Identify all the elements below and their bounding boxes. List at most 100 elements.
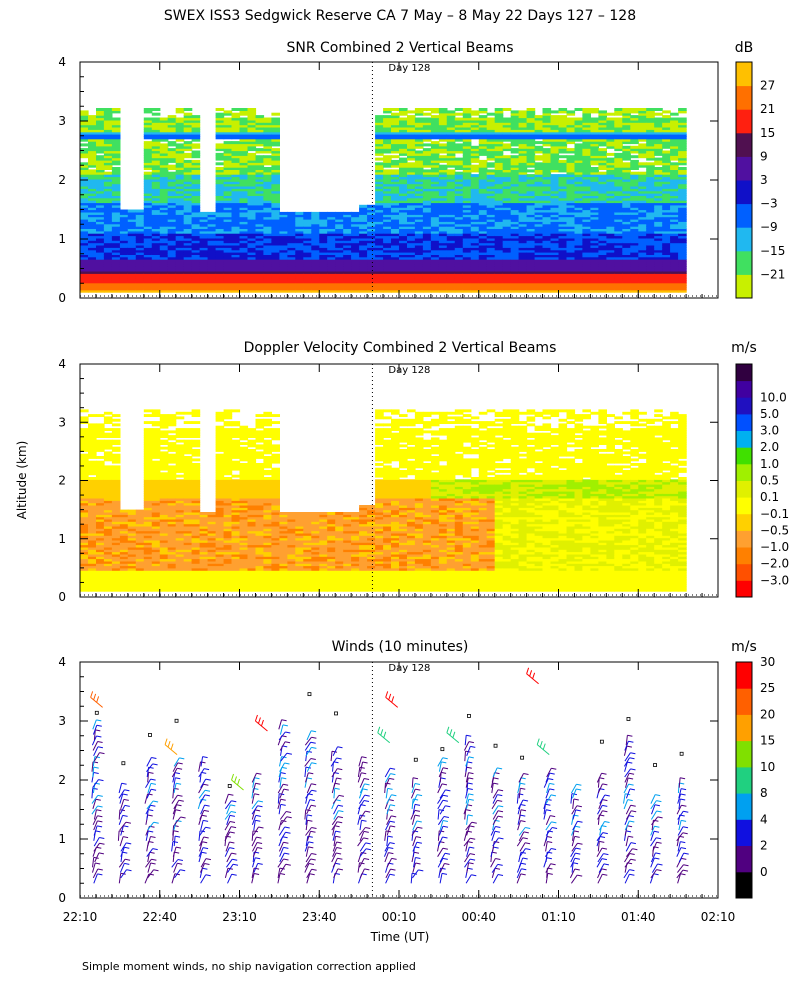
snr-cell [239, 193, 249, 196]
snr-cell [375, 221, 384, 225]
snr-cell [183, 148, 193, 152]
snr-cell [183, 143, 193, 147]
snr-cell [614, 126, 623, 130]
snr-cell [470, 280, 480, 284]
snr-cell [167, 171, 177, 175]
snr-cell [590, 259, 599, 263]
snr-cell [606, 152, 615, 156]
snr-cell [502, 247, 512, 251]
snr-cell [606, 261, 615, 265]
snr-cell [462, 200, 472, 204]
snr-cell [526, 115, 536, 119]
snr-cell [614, 228, 623, 232]
snr-cell [223, 162, 233, 166]
snr-cell [518, 200, 528, 204]
snr-cell [96, 211, 105, 215]
snr-cell [614, 211, 623, 215]
snr-cell [223, 141, 233, 145]
snr-cell [375, 143, 384, 147]
snr-cell [359, 221, 368, 225]
snr-cell [159, 134, 169, 137]
snr-cell [646, 287, 655, 291]
snr-cell [119, 237, 129, 241]
snr-cell [446, 261, 456, 265]
snr-cell [295, 230, 304, 234]
snr-cell [566, 233, 576, 237]
snr-cell [223, 197, 233, 201]
snr-cell [438, 247, 448, 251]
snr-cell [550, 143, 560, 147]
snr-cell [215, 287, 225, 291]
snr-cell [606, 171, 615, 175]
snr-cell [534, 195, 544, 199]
snr-cell [391, 223, 400, 227]
snr-cell [88, 209, 97, 213]
snr-cell [590, 152, 599, 156]
snr-cell [407, 152, 416, 156]
snr-cell [462, 167, 472, 170]
snr-cell [255, 162, 265, 166]
snr-cell [502, 181, 512, 185]
snr-cell [271, 237, 280, 241]
snr-cell [630, 164, 639, 168]
snr-cell [558, 247, 568, 251]
snr-cell [566, 188, 576, 192]
snr-cell [96, 280, 105, 284]
snr-cell [279, 244, 288, 248]
snr-cell [271, 169, 280, 173]
snr-cell [135, 218, 145, 222]
snr-cell [430, 277, 440, 281]
snr-cell [103, 252, 113, 255]
snr-cell [534, 176, 544, 180]
snr-cell [630, 204, 639, 208]
snr-cell [582, 285, 591, 288]
snr-cell [550, 124, 560, 128]
snr-cell [446, 200, 456, 204]
snr-cell [590, 268, 599, 272]
snr-cell [407, 273, 416, 277]
snr-cell [96, 174, 105, 178]
snr-cell [80, 200, 89, 204]
snr-cell [510, 242, 520, 246]
snr-cell [630, 242, 639, 246]
snr-cell [614, 183, 623, 187]
snr-cell [574, 223, 584, 227]
snr-cell [446, 143, 456, 147]
snr-cell [255, 119, 265, 123]
snr-cell [215, 183, 225, 187]
snr-cell [231, 117, 241, 121]
snr-cell [558, 143, 568, 147]
snr-cell [255, 117, 265, 121]
snr-cell [191, 254, 201, 258]
snr-cell [486, 256, 496, 260]
snr-cell [191, 178, 201, 182]
snr-cell [590, 145, 599, 149]
snr-cell [239, 263, 249, 267]
snr-cell [80, 214, 89, 218]
snr-cell [510, 138, 520, 142]
snr-cell [335, 285, 344, 288]
snr-cell [478, 254, 488, 258]
snr-cell [271, 195, 280, 199]
snr-cell [88, 263, 97, 267]
snr-cell [462, 197, 472, 201]
snr-cell [135, 233, 145, 237]
snr-cell [359, 261, 368, 265]
snr-cell [287, 287, 296, 291]
snr-cell [127, 216, 137, 220]
snr-cell [622, 252, 631, 255]
snr-cell [478, 126, 488, 130]
snr-cell [263, 129, 272, 133]
snr-cell [558, 181, 568, 185]
snr-cell [151, 181, 161, 185]
snr-cell [88, 169, 97, 173]
snr-cell [271, 261, 280, 265]
snr-cell [223, 230, 233, 234]
snr-cell [159, 209, 169, 213]
snr-cell [351, 218, 360, 222]
snr-cell [239, 134, 249, 137]
snr-cell [606, 167, 615, 170]
snr-cell [542, 216, 552, 220]
snr-cell [151, 211, 161, 215]
snr-cell [454, 167, 464, 170]
